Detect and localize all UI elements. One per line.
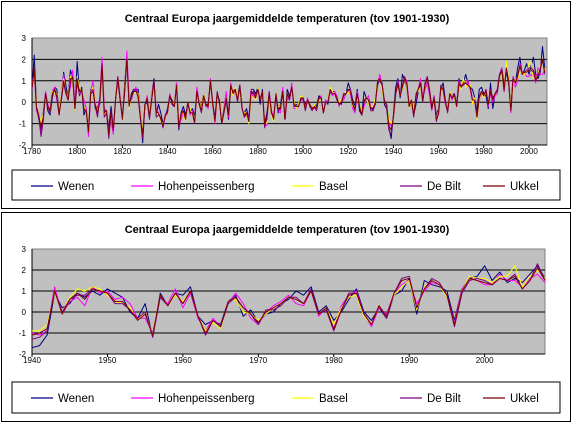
c2-xtick-2000: 2000 — [476, 356, 494, 365]
c2-title: Centraal Europa jaargemiddelde temperatu… — [125, 224, 450, 236]
c2-xtick-1950: 1950 — [99, 356, 117, 365]
c1-legend-label-ukkel: Ukkel — [510, 181, 539, 193]
c1-legend-label-hohenpeissenberg: Hohenpeissenberg — [158, 181, 255, 193]
c1-xtick-1900: 1900 — [294, 147, 312, 156]
c1-xtick-1860: 1860 — [204, 147, 222, 156]
c1-xtick-1780: 1780 — [23, 147, 41, 156]
c2-xtick-1970: 1970 — [249, 356, 267, 365]
c2-xtick-1940: 1940 — [23, 356, 41, 365]
c1-legend-label-wenen: Wenen — [58, 181, 94, 193]
c1-legend-label-basel: Basel — [319, 181, 348, 193]
c2-series-ukkel — [32, 267, 545, 336]
c1-series-ukkel — [32, 58, 546, 135]
c2-legend-label-de-bilt: De Bilt — [427, 393, 462, 405]
c1-xtick-1820: 1820 — [113, 147, 131, 156]
c1-xtick-1840: 1840 — [159, 147, 177, 156]
c2-legend-label-ukkel: Ukkel — [510, 393, 539, 405]
c1-ytick-0: 0 — [22, 98, 27, 107]
chart-panel-since-1940: Centraal Europa jaargemiddelde temperatu… — [1, 212, 571, 422]
c1-xtick-1920: 1920 — [339, 147, 357, 156]
c2-ytick-2: 2 — [22, 266, 27, 275]
c1-title: Centraal Europa jaargemiddelde temperatu… — [125, 13, 450, 25]
c2-plot-area — [31, 248, 546, 355]
c1-legend-label-de-bilt: De Bilt — [427, 181, 462, 193]
c2-xtick-1990: 1990 — [400, 356, 418, 365]
c1-xtick-1800: 1800 — [68, 147, 86, 156]
c1-xtick-1880: 1880 — [249, 147, 267, 156]
c2-legend-label-basel: Basel — [319, 393, 348, 405]
c1-plot-area — [31, 37, 548, 146]
c2-xtick-1960: 1960 — [174, 356, 192, 365]
c2-ytick-1: -1 — [19, 329, 27, 338]
c1-ytick-3: 3 — [22, 34, 27, 43]
chart-since-1940-svg: Centraal Europa jaargemiddelde temperatu… — [11, 224, 561, 414]
c2-ytick-1: 1 — [22, 287, 27, 296]
c1-xtick-1960: 1960 — [430, 147, 448, 156]
c2-ytick-3: 3 — [22, 245, 27, 254]
c1-xtick-1980: 1980 — [475, 147, 493, 156]
c2-legend — [11, 381, 561, 414]
c1-ytick-2: 2 — [22, 55, 27, 64]
c1-ytick-2: -2 — [19, 141, 27, 150]
c2-ytick-0: 0 — [22, 308, 27, 317]
c1-ytick-1: 1 — [22, 77, 27, 86]
c2-legend-label-hohenpeissenberg: Hohenpeissenberg — [158, 393, 255, 405]
c1-ytick-1: -1 — [19, 120, 27, 129]
c2-ytick-2: -2 — [19, 350, 27, 359]
c1-xtick-1940: 1940 — [385, 147, 403, 156]
c2-legend-label-wenen: Wenen — [58, 393, 94, 405]
chart-full-period-svg: Centraal Europa jaargemiddelde temperatu… — [11, 13, 561, 201]
c2-xtick-1980: 1980 — [325, 356, 343, 365]
c1-xtick-2000: 2000 — [520, 147, 538, 156]
c1-legend — [11, 169, 561, 201]
chart-panel-full-period: Centraal Europa jaargemiddelde temperatu… — [1, 1, 571, 209]
